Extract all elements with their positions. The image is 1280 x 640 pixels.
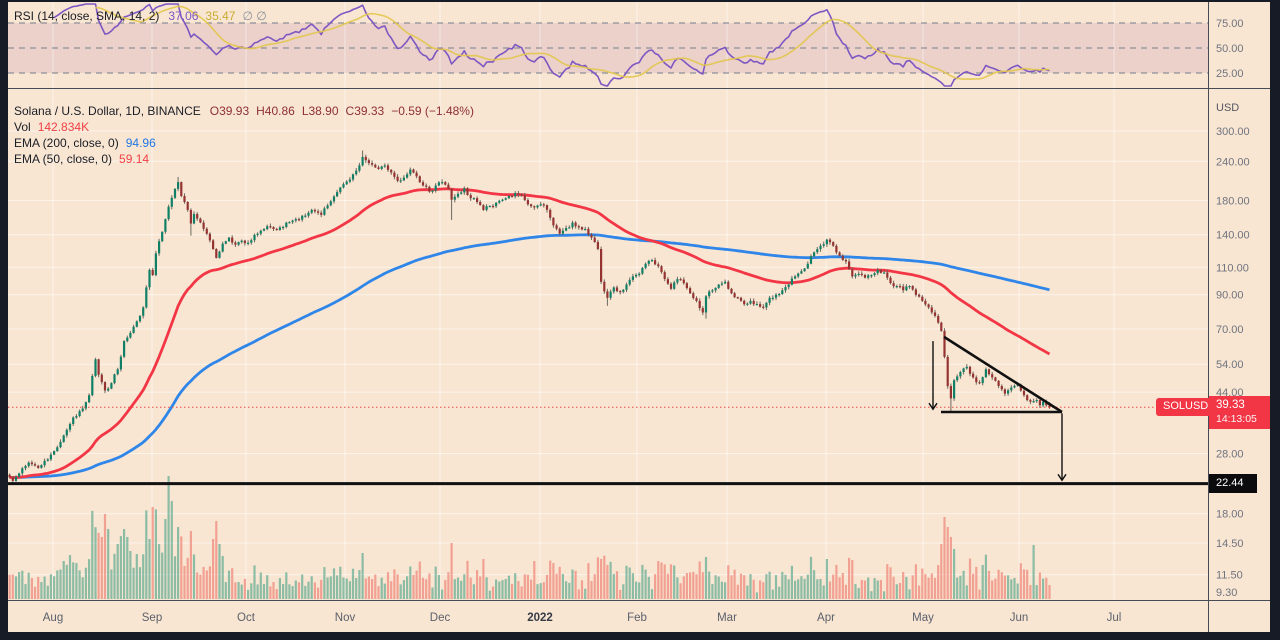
ohlc-open: O39.93 (209, 104, 250, 118)
ema50-label: EMA (50, close, 0) (14, 152, 113, 166)
ohlc-close: C39.33 (345, 104, 385, 118)
last-price-tag: 39.33 14:13:05 (1209, 396, 1270, 429)
svg-text:28.00: 28.00 (1216, 449, 1244, 461)
rsi-legend[interactable]: RSI (14, close, SMA, 14, 2) 37.06 35.47 ∅ ∅ (14, 9, 267, 24)
ohlc-low: L38.90 (301, 104, 339, 118)
svg-text:70.00: 70.00 (1216, 324, 1244, 336)
svg-text:Dec: Dec (430, 612, 451, 624)
svg-text:14.50: 14.50 (1216, 538, 1244, 550)
svg-text:2022: 2022 (527, 612, 553, 624)
svg-text:Mar: Mar (717, 612, 737, 624)
volume-label: Vol (14, 120, 31, 134)
svg-text:18.00: 18.00 (1216, 509, 1244, 521)
svg-text:Jun: Jun (1010, 612, 1029, 624)
svg-text:Apr: Apr (817, 612, 835, 624)
ohlc-high: H40.86 (256, 104, 295, 118)
svg-text:May: May (912, 612, 934, 624)
symbol-legend-row[interactable]: Solana / U.S. Dollar, 1D, BINANCE O39.93 H… (14, 104, 474, 119)
svg-text:240.00: 240.00 (1216, 156, 1250, 168)
rsi-null-values: ∅ ∅ (242, 9, 267, 23)
svg-text:50.00: 50.00 (1216, 43, 1244, 55)
svg-text:180.00: 180.00 (1216, 196, 1250, 208)
svg-text:75.00: 75.00 (1216, 18, 1244, 30)
svg-text:Jul: Jul (1107, 612, 1122, 624)
rsi-ma-value: 35.47 (205, 9, 236, 23)
ema50-legend-row[interactable]: EMA (50, close, 0) 59.14 (14, 152, 149, 167)
svg-text:300.00: 300.00 (1216, 126, 1250, 138)
volume-legend-row[interactable]: Vol 142.834K (14, 120, 89, 135)
svg-text:54.00: 54.00 (1216, 359, 1244, 371)
ema200-value: 94.96 (125, 136, 156, 150)
ema50-value: 59.14 (119, 152, 150, 166)
svg-text:Feb: Feb (627, 612, 647, 624)
svg-text:USD: USD (1216, 102, 1239, 114)
ema200-legend-row[interactable]: EMA (200, close, 0) 94.96 (14, 136, 156, 151)
svg-text:25.00: 25.00 (1216, 68, 1244, 80)
svg-text:Sep: Sep (142, 612, 162, 624)
svg-text:Oct: Oct (237, 612, 256, 624)
svg-text:140.00: 140.00 (1216, 230, 1250, 242)
symbol-price-label: SOLUSD (1156, 398, 1216, 416)
bar-countdown: 14:13:05 (1216, 413, 1257, 425)
svg-text:Nov: Nov (335, 612, 356, 624)
rsi-value: 37.06 (168, 9, 199, 23)
price-axis[interactable] (1208, 2, 1270, 600)
rsi-legend-title: RSI (14, close, SMA, 14, 2) (14, 9, 160, 23)
svg-text:90.00: 90.00 (1216, 290, 1244, 302)
svg-text:11.50: 11.50 (1216, 570, 1243, 582)
change-value: −0.59 (−1.48%) (391, 104, 474, 118)
volume-value: 142.834K (37, 120, 90, 134)
symbol-title: Solana / U.S. Dollar, 1D, BINANCE (14, 104, 201, 118)
support-price-tag: 22.44 (1209, 474, 1257, 493)
ema200-label: EMA (200, close, 0) (14, 136, 119, 150)
svg-text:Aug: Aug (43, 612, 63, 624)
last-price-value: 39.33 (1216, 399, 1245, 411)
svg-text:9.30: 9.30 (1216, 587, 1237, 599)
time-axis[interactable] (8, 600, 1208, 632)
svg-text:110.00: 110.00 (1216, 262, 1249, 274)
